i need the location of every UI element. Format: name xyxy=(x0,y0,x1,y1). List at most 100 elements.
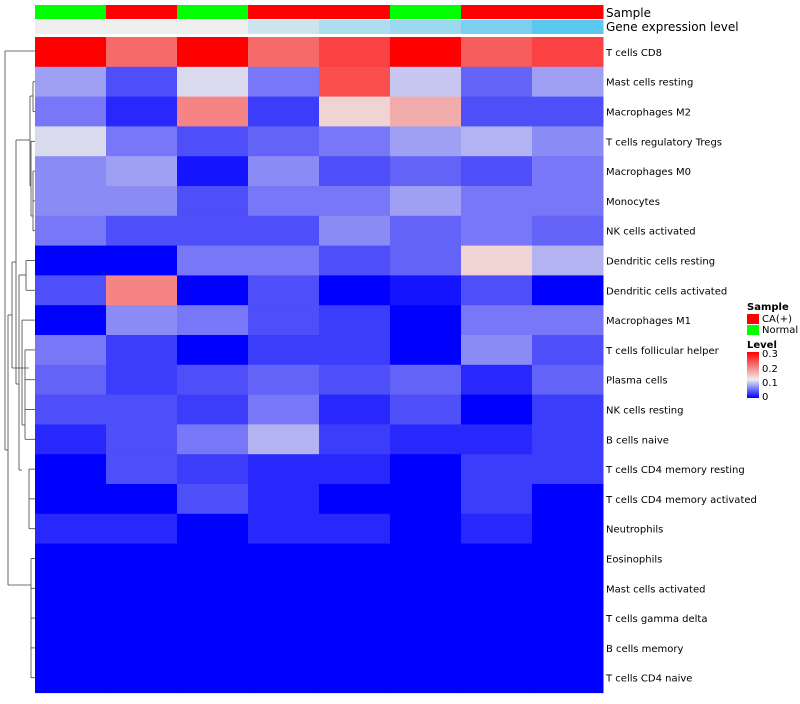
row-label: Plasma cells xyxy=(606,376,668,387)
heatmap-cell xyxy=(106,126,178,157)
heatmap-cell xyxy=(177,454,249,485)
heatmap-cell xyxy=(461,662,533,694)
heatmap-cell xyxy=(532,662,604,694)
heatmap-cell xyxy=(106,573,178,604)
heatmap-cell xyxy=(532,394,604,425)
row-label: T cells follicular helper xyxy=(605,346,720,357)
heatmap-cell xyxy=(461,484,533,515)
heatmap-cell xyxy=(177,37,249,68)
heatmap-cell xyxy=(106,37,178,68)
heatmap-cell xyxy=(461,573,533,604)
heatmap-cell xyxy=(319,543,391,574)
heatmap-cell xyxy=(106,156,178,187)
heatmap-cell xyxy=(177,126,249,157)
heatmap-cell xyxy=(248,662,320,694)
sample-annotation-cell xyxy=(461,5,533,19)
heatmap-cell xyxy=(177,394,249,425)
heatmap-cell xyxy=(35,275,107,306)
heatmap-cell xyxy=(248,513,320,545)
heatmap-cell xyxy=(35,37,107,68)
heatmap-cell xyxy=(390,633,462,664)
heatmap-cell xyxy=(248,126,320,157)
heatmap-cell xyxy=(319,126,391,157)
heatmap-cell xyxy=(106,484,178,515)
heatmap-cell xyxy=(532,156,604,187)
heatmap-cell xyxy=(319,66,391,98)
heatmap-cell xyxy=(35,513,107,545)
heatmap-cell xyxy=(319,603,391,634)
row-label: Macrophages M2 xyxy=(606,108,691,119)
legend-label-ca: CA(+) xyxy=(762,314,792,325)
heatmap-cell xyxy=(248,484,320,515)
heatmap-cell xyxy=(248,215,320,247)
sample-annotation-cell xyxy=(106,5,178,19)
heatmap-cell xyxy=(319,156,391,187)
legend-level-colorbar xyxy=(747,352,759,398)
heatmap-cell xyxy=(106,215,178,247)
heatmap-cell xyxy=(461,66,533,98)
heatmap-cell xyxy=(390,305,462,336)
heatmap-cell xyxy=(461,633,533,664)
row-label: T cells CD4 memory activated xyxy=(605,495,757,506)
heatmap-cell xyxy=(532,543,604,574)
heatmap-cell xyxy=(177,186,249,217)
heatmap-cell xyxy=(35,66,107,98)
heatmap-cell xyxy=(35,573,107,604)
heatmap-cell xyxy=(106,394,178,425)
heatmap-cell xyxy=(461,275,533,306)
heatmap-cell xyxy=(319,424,391,455)
heatmap-cell xyxy=(248,156,320,187)
heatmap-cell xyxy=(390,156,462,187)
heatmap-cell xyxy=(319,633,391,664)
row-label: Mast cells activated xyxy=(606,584,705,595)
heatmap-cell xyxy=(106,96,178,127)
heatmap-cell xyxy=(248,603,320,634)
heatmap-cell xyxy=(532,245,604,276)
heatmap-cell xyxy=(319,245,391,276)
heatmap-cell xyxy=(35,335,107,366)
expression-annotation-cell xyxy=(248,20,320,34)
row-label: Monocytes xyxy=(606,197,660,208)
row-label: Eosinophils xyxy=(606,555,662,566)
row-label: NK cells resting xyxy=(606,406,683,417)
heatmap-cell xyxy=(461,37,533,68)
heatmap-cell xyxy=(106,633,178,664)
heatmap-cell xyxy=(461,245,533,276)
heatmap-cell xyxy=(461,156,533,187)
row-label: Mast cells resting xyxy=(606,78,693,89)
heatmap-cell xyxy=(177,573,249,604)
heatmap-cell xyxy=(35,454,107,485)
expression-annotation-bar xyxy=(35,20,604,34)
heatmap-cell xyxy=(177,305,249,336)
heatmap-cell xyxy=(390,37,462,68)
legend: Sample CA(+) Normal Level 0.3 0.2 0.1 0 xyxy=(747,302,798,403)
heatmap-cell xyxy=(319,305,391,336)
sample-annotation-cell xyxy=(177,5,249,19)
heatmap-cell xyxy=(248,633,320,664)
row-label: Neutrophils xyxy=(606,525,663,536)
heatmap-cell xyxy=(390,335,462,366)
legend-level-tick-0.3: 0.3 xyxy=(762,349,778,360)
heatmap-cell xyxy=(35,305,107,336)
heatmap-cell xyxy=(461,335,533,366)
heatmap-cell xyxy=(319,37,391,68)
heatmap-cell xyxy=(248,245,320,276)
heatmap-cell xyxy=(461,215,533,247)
heatmap-cell xyxy=(35,126,107,157)
expression-annotation-cell xyxy=(532,20,604,34)
heatmap-cell xyxy=(532,66,604,98)
heatmap-cell xyxy=(390,364,462,396)
sample-annotation-title: Sample xyxy=(606,6,651,20)
row-label: T cells gamma delta xyxy=(605,614,707,625)
sample-annotation-cell xyxy=(248,5,320,19)
heatmap-cell xyxy=(248,66,320,98)
heatmap-cell xyxy=(248,454,320,485)
heatmap-cell xyxy=(461,513,533,545)
expression-annotation-cell xyxy=(390,20,462,34)
heatmap-cell xyxy=(35,364,107,396)
heatmap-cell xyxy=(248,335,320,366)
heatmap-cell xyxy=(248,424,320,455)
heatmap-cell xyxy=(106,603,178,634)
row-label: Macrophages M0 xyxy=(606,167,691,178)
